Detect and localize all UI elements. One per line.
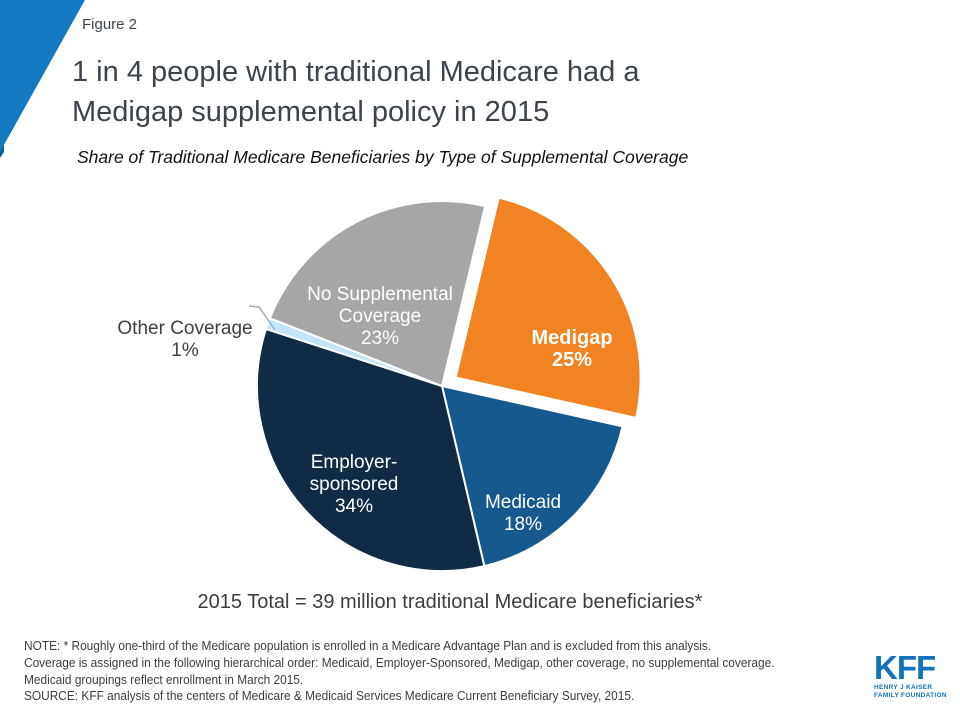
slice-label-medigap: Medigap 25% <box>482 305 662 393</box>
slice-label-text: Medicaid <box>484 492 562 513</box>
slice-label-medicaid: Medicaid 18% <box>433 470 613 558</box>
kff-logo-text: KFF <box>874 649 936 686</box>
note-line: SOURCE: KFF analysis of the centers of M… <box>24 689 635 704</box>
chart-subtitle: Share of Traditional Medicare Beneficiar… <box>77 147 689 167</box>
notes-block: NOTE: * Roughly one-third of the Medicar… <box>24 638 822 705</box>
slice-label-text: No Supplemental Coverage <box>307 284 453 327</box>
kff-logo: KFF HENRY J KAISER FAMILY FOUNDATION <box>874 649 954 699</box>
slice-pct: 18% <box>503 514 543 535</box>
slice-label-other-coverage: Other Coverage 1% <box>95 296 275 384</box>
slice-pct: 34% <box>334 496 374 517</box>
corner-accent-triangle <box>0 0 85 158</box>
slice-pct: 23% <box>360 328 400 349</box>
pie-slices <box>256 196 642 572</box>
slice-pct: 1% <box>171 340 199 361</box>
slice-label-text: Employer- sponsored <box>309 452 399 495</box>
note-line: Coverage is assigned in the following hi… <box>24 655 775 670</box>
note-line: NOTE: * Roughly one-third of the Medicar… <box>24 639 712 653</box>
kff-logo-sub1: HENRY J KAISER <box>874 684 933 691</box>
kff-logo-sub2: FAMILY FOUNDATION <box>874 691 947 699</box>
pie-slice-medigap <box>454 196 642 420</box>
pie-slice-no-supplemental-coverage <box>268 200 487 388</box>
note-line: Medicaid groupings reflect enrollment in… <box>24 672 304 687</box>
slice-label-text: Other Coverage <box>117 318 253 339</box>
pie-slice-employer-sponsored <box>256 327 486 572</box>
total-caption: 2015 Total = 39 million traditional Medi… <box>197 591 703 613</box>
slice-label-employer-sponsored: Employer- sponsored 34% <box>264 430 444 540</box>
slice-label-text: Medigap <box>531 327 613 349</box>
pie-slice-medicaid <box>440 384 624 568</box>
corner-accent-main <box>0 0 85 152</box>
slice-label-no-supplemental-coverage: No Supplemental Coverage 23% <box>280 262 480 372</box>
slice-pct: 25% <box>551 349 593 371</box>
page-title: 1 in 4 people with traditional Medicare … <box>72 56 640 128</box>
other-coverage-leader-line <box>248 305 276 331</box>
figure-label: Figure 2 <box>82 16 138 33</box>
